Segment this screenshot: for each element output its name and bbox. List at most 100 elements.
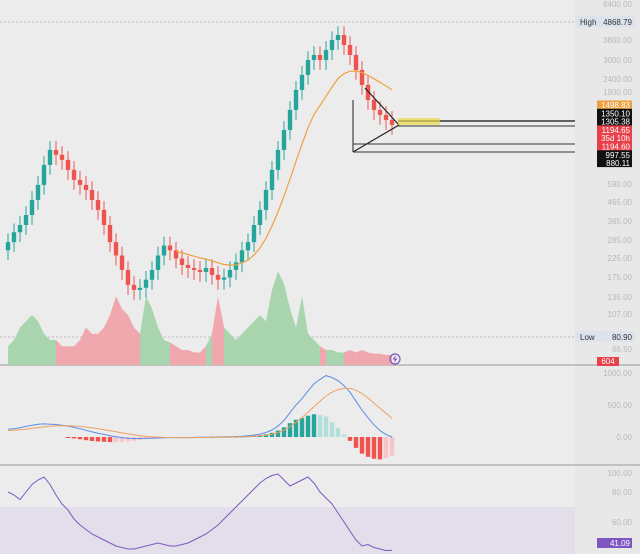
price-label-bg [597,142,632,151]
candle-body [107,225,113,243]
candle-body [173,250,179,259]
price-tick-label: 1900.00 [603,88,632,97]
macd-histogram-bar [71,437,77,439]
price-label[interactable]: 1498.83 [601,101,630,110]
candle-body [59,154,65,160]
volume-segment [266,290,272,365]
candle-body [47,149,53,165]
candle [101,201,107,235]
candle [221,268,227,290]
candle-body [11,232,17,243]
price-label[interactable]: 1305.38 [601,118,630,127]
candle-body [263,189,269,210]
candle [233,253,239,280]
price-tick-label: 465.00 [608,198,633,207]
price-tick-label: 175.00 [608,273,633,282]
candle [131,276,137,300]
candle-body [35,184,41,200]
candle-body [383,114,389,120]
candle [257,201,263,235]
macd-histogram-bar [311,414,317,437]
candle-body [335,34,341,40]
price-tick-label: 3800.00 [603,36,632,45]
rsi-line [7,473,393,552]
candle-body [371,99,377,110]
macd-histogram-bar [107,437,113,443]
volume-segment [74,340,80,365]
candle-body [143,279,149,288]
lightning-icon[interactable] [389,353,401,365]
volume-segment [368,352,374,365]
candle [71,161,77,190]
candle-body [77,179,83,185]
candle [29,191,35,225]
rsi-label-bg [597,538,632,548]
candle [23,206,29,235]
volume-segment [134,327,140,365]
price-label[interactable]: 880.11 [606,159,630,168]
candle-body [23,214,29,226]
volume-segment [332,350,338,365]
candle-body [161,245,167,256]
macd-histogram-bar [125,437,131,442]
candle-body [329,40,335,50]
candle-body [191,267,197,270]
price-label[interactable]: 997.55 [606,151,631,160]
candle-body [137,287,143,290]
triangle-drawing[interactable] [352,87,575,153]
volume-segment [224,327,230,365]
macd-histogram-bar [275,430,281,437]
candle [353,46,359,80]
triangle-lower-line[interactable] [352,124,400,153]
rsi-band [0,507,575,554]
candle-body [341,34,347,45]
macd-histogram-bar [95,437,101,442]
volume-segment [380,353,386,365]
price-label-bg [597,108,632,118]
candle-body [185,264,191,268]
volume-segment [272,271,278,365]
macd-histogram-bar [281,427,287,437]
macd-histogram-bar [113,437,119,442]
candle-body [17,225,23,233]
volume-segment [212,296,218,365]
candle-body [113,242,119,256]
price-axis[interactable] [575,0,640,554]
low-label-value: 80.90 [612,333,633,342]
candle [239,241,245,273]
volume-segment [176,346,182,365]
candle-body [323,49,329,60]
candle-body [305,59,311,75]
candle-body [131,284,137,290]
macd-histogram-bar [389,437,395,456]
price-tick-label: 3000.00 [603,56,632,65]
candle-body [299,74,305,90]
triangle-upper-line[interactable] [364,87,400,126]
volume-segment [296,296,302,365]
volume-segment [140,296,146,365]
price-label[interactable]: 1194.65 [602,126,631,135]
candle-body [365,84,371,100]
rsi-tick-label: 80.00 [612,488,633,497]
candle-body [281,129,287,150]
candle [305,51,311,85]
price-label[interactable]: 1194.60 [602,143,631,152]
price-label[interactable]: 1350.10 [601,109,630,118]
candle [41,156,47,195]
candle-body [239,250,245,263]
price-tick-label: 2400.00 [603,75,632,84]
candle-body [269,169,275,190]
candle [173,241,179,269]
candle [269,161,275,200]
candle [251,216,257,253]
candle [191,259,197,280]
volume-segment [278,271,284,365]
volume-segment [110,296,116,365]
volume-pane [8,271,392,365]
candle-body [41,164,47,185]
price-label[interactable]: 35d 10h [601,134,630,143]
price-tick-label: 66.50 [612,345,633,354]
volume-segment [152,308,158,365]
candle-body [251,225,257,243]
